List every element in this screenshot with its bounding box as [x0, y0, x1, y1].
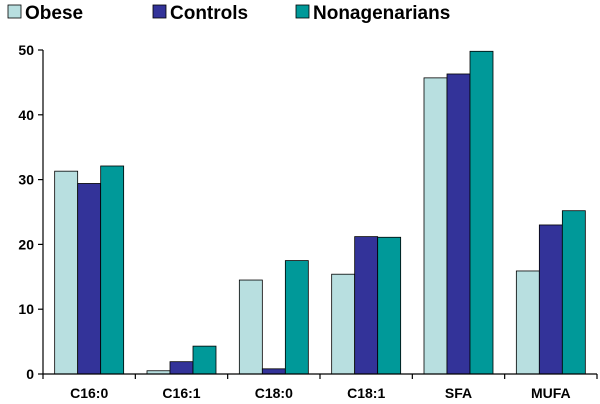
bar-obese-c18-1: [331, 273, 356, 375]
x-tick-label: MUFA: [531, 385, 571, 401]
bar-nonagenarians-c18-1: [377, 236, 402, 375]
legend-swatch: [7, 4, 22, 19]
legend-label: Nonagenarians: [313, 3, 450, 24]
y-tick-label: 30: [18, 172, 34, 188]
legend-swatch: [152, 4, 167, 19]
bar-obese-c18-0: [238, 279, 263, 375]
bar-obese-c16-0: [54, 170, 79, 375]
bar-controls-c16-0: [77, 183, 102, 375]
x-tick-label: SFA: [445, 385, 472, 401]
bar-nonagenarians-sfa: [469, 50, 494, 375]
legend-swatch: [295, 4, 310, 19]
bar-controls-mufa: [538, 224, 563, 375]
bar-obese-mufa: [515, 270, 540, 375]
y-axis: 0 10 20 30 40 50: [18, 42, 44, 382]
bar-nonagenarians-c18-0: [284, 260, 309, 375]
x-tick-label: C16:1: [162, 385, 200, 401]
y-tick-label: 20: [18, 236, 34, 252]
bar-controls-c18-0: [261, 368, 286, 375]
legend: Obese Controls Nonagenarians: [7, 3, 450, 24]
legend-label: Obese: [25, 3, 83, 24]
y-tick-label: 50: [18, 42, 34, 58]
bar-obese-sfa: [423, 77, 448, 375]
y-tick-label: 40: [18, 107, 34, 123]
bar-nonagenarians-mufa: [561, 210, 586, 375]
bar-controls-c16-1: [169, 361, 194, 375]
y-tick-label: 10: [18, 301, 34, 317]
bar-nonagenarians-c16-1: [192, 345, 217, 375]
bar-nonagenarians-c16-0: [100, 165, 125, 375]
bar-controls-sfa: [446, 73, 471, 375]
x-tick-label: C18:1: [347, 385, 385, 401]
bar-controls-c18-1: [354, 236, 379, 375]
x-tick-label: C18:0: [255, 385, 293, 401]
y-tick-label: 0: [26, 366, 34, 382]
x-tick-label: C16:0: [70, 385, 108, 401]
legend-label: Controls: [170, 3, 248, 24]
bars: [54, 50, 586, 375]
x-axis: C16:0 C16:1 C18:0 C18:1 SFA MUFA: [42, 373, 598, 401]
